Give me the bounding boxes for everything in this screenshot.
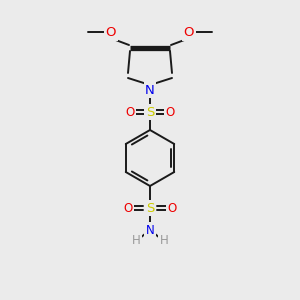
- Text: O: O: [125, 106, 135, 118]
- Text: H: H: [132, 233, 140, 247]
- Text: O: O: [106, 26, 116, 40]
- Text: N: N: [146, 224, 154, 236]
- Text: O: O: [167, 202, 177, 214]
- Text: S: S: [146, 202, 154, 214]
- Text: S: S: [146, 106, 154, 118]
- Text: O: O: [165, 106, 175, 118]
- Text: N: N: [145, 83, 155, 97]
- Text: O: O: [123, 202, 133, 214]
- Text: O: O: [184, 26, 194, 40]
- Text: H: H: [160, 233, 168, 247]
